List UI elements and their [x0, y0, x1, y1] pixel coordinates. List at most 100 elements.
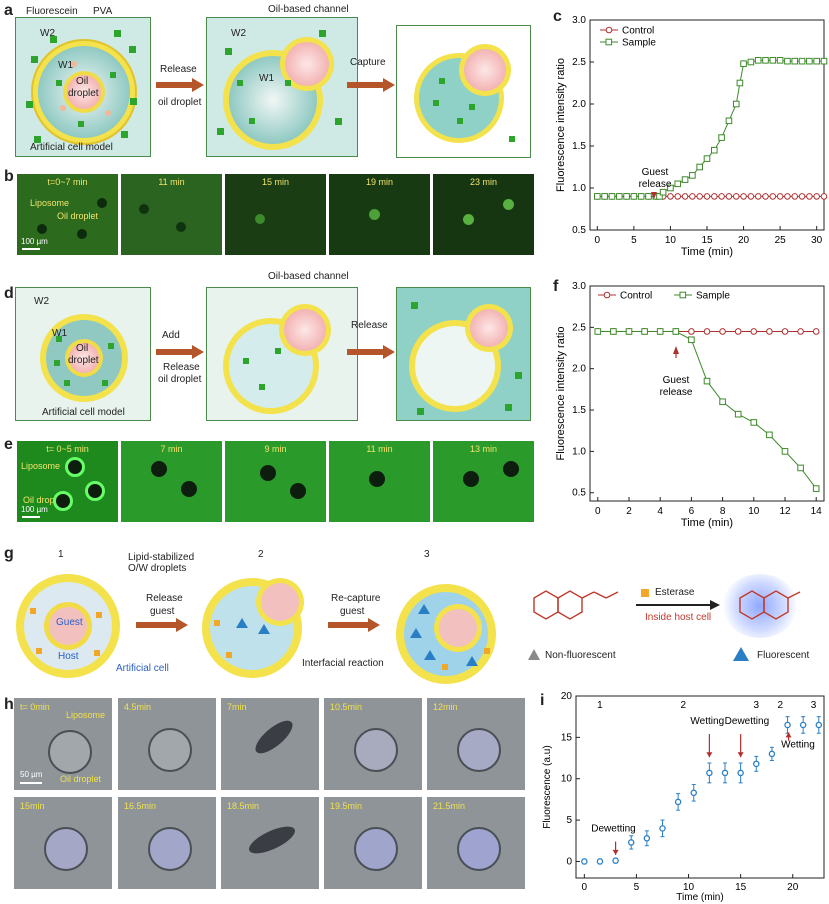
annotation-text: Dewetting — [725, 716, 769, 727]
label-guest: Guest — [56, 617, 83, 628]
label-oil-droplet-a: oil droplet — [158, 97, 202, 108]
data-point — [737, 769, 744, 777]
micrograph-e-2: 7 min — [121, 441, 222, 522]
data-point — [689, 172, 696, 179]
data-point — [612, 857, 619, 864]
data-point — [797, 464, 804, 472]
label-liposome: Liposome — [21, 461, 61, 471]
data-point — [641, 328, 648, 335]
chart-i: 0 5 10 15 20 0 5 10 15 20 Time (min) Fluorescence (… — [542, 691, 825, 902]
y-tick-label: 1.0 — [572, 183, 586, 194]
stage-label: 1 — [597, 700, 603, 711]
data-point — [784, 57, 791, 65]
dic-frame-6: 15min — [14, 797, 112, 889]
host-cell-3 — [396, 584, 496, 684]
panel-label-b: b — [4, 168, 14, 185]
data-point — [732, 193, 740, 200]
data-point — [696, 163, 703, 171]
time-label: 18.5min — [227, 801, 260, 811]
x-tick-label: 0 — [595, 506, 601, 517]
label-w1-b: W1 — [259, 73, 274, 84]
data-point — [719, 328, 726, 335]
time-label: t= 0min — [20, 702, 50, 712]
data-point — [594, 193, 601, 200]
panel-d-box-1: W2 W1 Oil droplet Artificial cell model — [15, 287, 151, 421]
data-point — [703, 193, 711, 200]
data-point — [667, 184, 674, 192]
x-tick-label: 6 — [689, 506, 695, 517]
label-release: Release — [160, 64, 197, 75]
panel-label-h: h — [4, 696, 14, 713]
scale-bar-label: 100 µm — [21, 505, 48, 514]
legend-marker — [603, 291, 611, 299]
data-point — [753, 760, 760, 768]
micrograph-e-5: 13 min — [433, 441, 534, 522]
legend-label: Control — [622, 26, 654, 37]
data-point — [736, 79, 744, 87]
data-point — [706, 769, 713, 777]
data-point — [674, 180, 682, 188]
data-point — [594, 328, 602, 335]
step-2-label: 2 — [258, 549, 264, 560]
capture-illustration — [414, 44, 515, 143]
data-point — [813, 57, 820, 65]
data-point — [674, 193, 682, 200]
data-point — [806, 57, 813, 65]
label-guest-g3: guest — [340, 606, 365, 617]
label-pva: PVA — [93, 6, 113, 17]
dic-frame-9: 19.5min — [324, 797, 422, 889]
chemical-structure-nonfluorescent — [533, 590, 619, 620]
stage-label: 3 — [753, 700, 759, 711]
label-artificial-cell: Artificial cell — [116, 663, 169, 674]
data-point — [601, 193, 608, 200]
y-tick-label: 2.0 — [572, 364, 586, 375]
label-oil-based-channel: Oil-based channel — [268, 271, 349, 282]
annotation-text: Wetting — [781, 739, 815, 750]
dic-frame-5: 12min — [427, 698, 525, 790]
legend-marker — [605, 38, 613, 46]
data-point — [781, 328, 789, 335]
data-point — [734, 328, 742, 335]
time-label: 23 min — [469, 177, 497, 187]
chart-c: 0 5 10 15 20 25 30 0.5 1.0 1.5 2.0 2.5 3.0 Time (min)… — [555, 16, 828, 258]
x-tick-label: 14 — [811, 506, 823, 517]
oil-channel-illustration — [223, 304, 331, 414]
panel-label-a: a — [4, 2, 13, 19]
dic-frame-3: 7min — [221, 698, 319, 790]
dic-frame-10: 21.5min — [427, 797, 525, 889]
step-3-label: 3 — [424, 549, 430, 560]
y-tick-label: 2.0 — [572, 99, 586, 110]
panel-label-c: c — [553, 8, 562, 25]
y-tick-label: 15 — [561, 732, 573, 743]
stage-label: 2 — [681, 700, 687, 711]
data-point — [769, 193, 777, 200]
data-point — [667, 193, 674, 200]
data-point — [820, 57, 828, 65]
release-illustration — [409, 302, 522, 415]
y-tick-label: 20 — [561, 691, 573, 702]
dic-frame-2: 4.5min — [118, 698, 216, 790]
label-oil-droplet-d: oil droplet — [158, 374, 202, 385]
y-tick-label: 3.0 — [572, 16, 586, 26]
label-artificial-cell-model: Artificial cell model — [30, 142, 113, 153]
label-release: Release — [163, 362, 200, 373]
time-label: 7 min — [160, 444, 183, 454]
x-tick-label: 12 — [779, 506, 791, 517]
legend-label: Sample — [696, 291, 730, 302]
data-point — [806, 193, 813, 200]
stage-label: 2 — [777, 700, 783, 711]
dic-frame-1: t= 0min Liposome Oil droplet 50 µm — [14, 698, 112, 790]
y-axis-label: Fluorescence intensity ratio — [555, 58, 567, 192]
x-tick-label: 2 — [626, 506, 632, 517]
dic-frame-7: 16.5min — [118, 797, 216, 889]
time-label: 11 min — [158, 177, 185, 187]
data-point — [615, 193, 623, 200]
label-fluorescent: Fluorescent — [757, 650, 810, 661]
data-point — [769, 57, 777, 64]
data-point — [625, 328, 633, 335]
arrow-icon — [156, 345, 204, 359]
data-point — [608, 193, 616, 200]
data-point — [696, 193, 703, 200]
scale-bar-label: 50 µm — [20, 770, 43, 779]
data-point — [791, 57, 799, 65]
